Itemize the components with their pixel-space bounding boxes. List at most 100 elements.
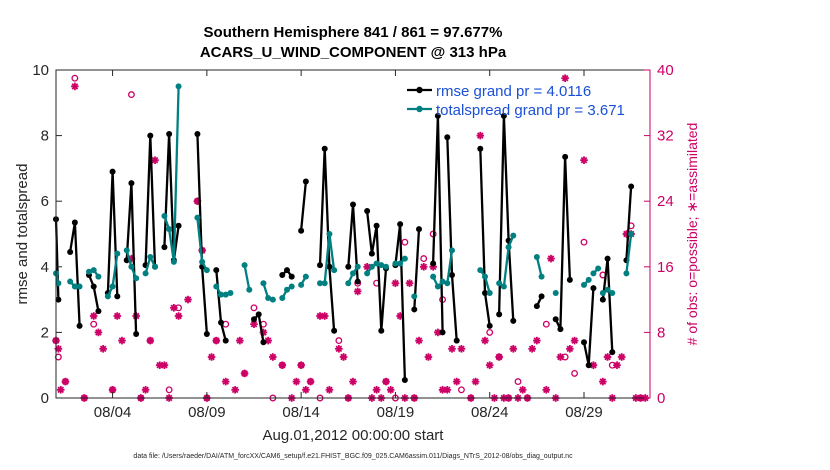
- obs-assimilated-stroke: [528, 345, 536, 353]
- x-tick-label: 08/29: [565, 404, 603, 421]
- obs-assimilated-marker: [386, 385, 395, 394]
- totalspread-point: [510, 232, 517, 239]
- obs-assimilated-marker: [302, 385, 310, 394]
- obs-assimilated-stroke: [590, 361, 597, 369]
- obs-assimilated-marker: [533, 336, 541, 345]
- obs-assimilated-stroke: [161, 361, 168, 369]
- obs-possible-marker: [250, 304, 258, 312]
- totalspread-point: [104, 293, 111, 300]
- obs-assimilated-stroke: [99, 345, 107, 353]
- obs-assimilated-stroke: [55, 345, 62, 353]
- totalspread-point: [241, 262, 248, 269]
- rmse-point: [222, 337, 229, 344]
- obs-assimilated-stroke: [604, 353, 611, 361]
- totalspread-point: [383, 263, 389, 270]
- rmse-point: [128, 180, 135, 187]
- totalspread-series: [53, 83, 635, 303]
- rmse-point: [533, 303, 540, 310]
- obs-assimilated-stroke: [212, 337, 220, 344]
- obs-assimilated-marker: [141, 385, 150, 394]
- obs-assimilated-stroke: [453, 378, 461, 385]
- totalspread-point: [199, 258, 206, 265]
- obs-assimilated-marker: [570, 336, 579, 345]
- totalspread-point: [477, 267, 484, 274]
- obs-assimilated-stroke: [486, 361, 494, 369]
- obs-assimilated-stroke: [547, 255, 555, 262]
- rmse-point: [55, 296, 62, 303]
- totalspread-point: [161, 212, 168, 219]
- right-y-axis-label: # of obs: o=possible; ∗=assimilated: [684, 123, 700, 346]
- obs-assimilated-stroke: [542, 386, 550, 394]
- rmse-point: [416, 226, 422, 233]
- obs-assimilated-marker: [443, 385, 452, 394]
- x-tick-label: 08/04: [94, 404, 132, 421]
- obs-assimilated-stroke: [175, 312, 182, 320]
- rmse-point: [166, 130, 173, 137]
- obs-possible-marker: [571, 369, 579, 377]
- totalspread-point: [265, 294, 272, 301]
- obs-assimilated-marker: [221, 377, 230, 386]
- rmse-point: [444, 134, 451, 141]
- obs-assimilated-marker: [481, 336, 489, 345]
- obs-assimilated-stroke: [363, 263, 371, 271]
- obs-assimilated-marker: [476, 131, 485, 140]
- obs-assimilated-marker: [603, 353, 612, 361]
- chart-title-line: Southern Hemisphere 841 / 861 = 97.677%: [204, 24, 503, 41]
- totalspread-point: [317, 280, 323, 287]
- obs-assimilated-stroke: [297, 361, 305, 369]
- rmse-point: [566, 276, 573, 283]
- totalspread-point: [86, 268, 92, 275]
- totalspread-point: [166, 226, 173, 233]
- obs-assimilated-marker: [419, 262, 428, 271]
- obs-assimilated-stroke: [580, 156, 588, 164]
- obs-assimilated-stroke: [307, 378, 314, 385]
- rmse-point: [557, 326, 564, 333]
- totalspread-point: [430, 273, 437, 280]
- obs-assimilated-marker: [94, 328, 103, 337]
- totalspread-point: [599, 290, 606, 297]
- obs-assimilated-marker: [452, 377, 461, 386]
- totalspread-point: [397, 260, 404, 267]
- obs-assimilated-stroke: [533, 337, 541, 344]
- rmse-point: [453, 337, 460, 344]
- totalspread-point: [128, 263, 135, 270]
- totalspread-point: [552, 290, 559, 297]
- obs-assimilated-marker: [306, 377, 315, 386]
- y-tick-label: 2: [41, 324, 49, 341]
- rmse-point: [90, 283, 97, 290]
- totalspread-point: [350, 270, 356, 277]
- rmse-line: [318, 147, 336, 331]
- rmse-point: [67, 249, 74, 256]
- rmse-point: [71, 219, 78, 226]
- totalspread-point: [345, 280, 352, 287]
- totalspread-point: [90, 267, 97, 274]
- rmse-point: [552, 316, 559, 323]
- obs-assimilated-stroke: [406, 279, 413, 287]
- obs-assimilated-stroke: [340, 353, 347, 361]
- totalspread-point: [392, 260, 399, 267]
- rmse-point: [486, 322, 493, 329]
- totalspread-point: [142, 270, 149, 277]
- x-tick-label: 08/24: [471, 404, 509, 421]
- totalspread-point: [218, 291, 224, 298]
- chart-titles: Southern Hemisphere 841 / 861 = 97.677% A…: [200, 24, 507, 61]
- totalspread-point: [482, 273, 488, 280]
- obs-assimilated-marker: [485, 361, 494, 370]
- totalspread-line: [446, 250, 454, 284]
- obs-assimilated-marker: [240, 369, 249, 378]
- obs-assimilated-stroke: [392, 279, 399, 287]
- obs-possible-marker: [457, 386, 465, 394]
- obs-assimilated-marker: [146, 336, 155, 345]
- obs-assimilated-stroke: [571, 337, 578, 344]
- totalspread-point: [269, 296, 276, 303]
- axes: 08/04 08/09 08/14 08/19 08/24 08/290246810081…: [32, 62, 673, 421]
- obs-assimilated-stroke: [415, 337, 423, 344]
- rmse-point: [255, 311, 262, 318]
- totalspread-point: [76, 283, 83, 290]
- obs-assimilated-marker: [415, 336, 423, 345]
- obs-assimilated-stroke: [62, 378, 69, 385]
- totalspread-point: [411, 293, 418, 300]
- obs-assimilated-stroke: [472, 378, 479, 385]
- right-y-tick-label: 0: [657, 390, 665, 407]
- totalspread-point: [194, 214, 201, 221]
